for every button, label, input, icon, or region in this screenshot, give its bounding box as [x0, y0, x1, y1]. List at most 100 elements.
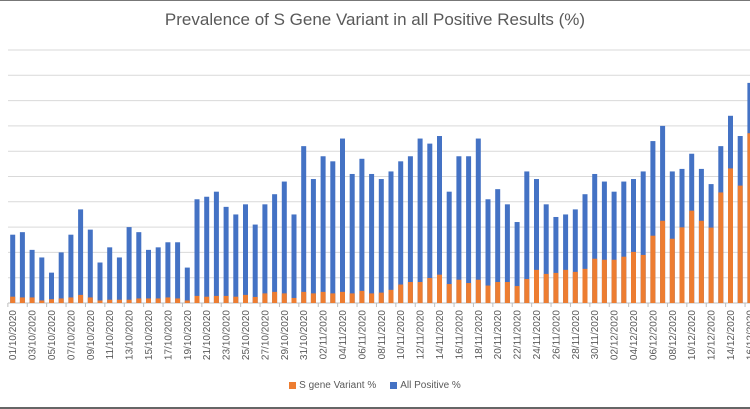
- bar-s-gene-variant: [640, 254, 646, 303]
- bar-s-gene-variant: [407, 282, 413, 303]
- bar-s-gene-variant: [524, 278, 530, 303]
- x-tick-label: 31/10/2020: [299, 310, 310, 360]
- bar-s-gene-variant: [514, 286, 520, 303]
- bar-s-gene-variant: [466, 283, 472, 303]
- bar-all-positive: [204, 196, 210, 303]
- bar-s-gene-variant: [456, 279, 462, 303]
- chart-title: Prevalence of S Gene Variant in all Posi…: [164, 10, 586, 29]
- bar-s-gene-variant: [310, 293, 316, 303]
- bar-s-gene-variant: [621, 256, 627, 303]
- bar-all-positive: [427, 143, 433, 303]
- x-tick-label: 10/12/2020: [687, 310, 698, 360]
- bar-s-gene-variant: [19, 297, 25, 303]
- bar-s-gene-variant: [204, 296, 210, 303]
- bar-all-positive: [97, 262, 103, 303]
- bar-s-gene-variant: [155, 298, 161, 303]
- bar-s-gene-variant: [262, 293, 268, 303]
- bar-s-gene-variant: [320, 291, 326, 303]
- bar-all-positive: [407, 156, 413, 303]
- bar-s-gene-variant: [543, 273, 549, 303]
- bar-all-positive: [68, 234, 74, 303]
- x-tick-label: 04/12/2020: [629, 310, 640, 360]
- bar-all-positive: [184, 267, 190, 303]
- bar-all-positive: [58, 252, 64, 303]
- bar-s-gene-variant: [417, 282, 423, 303]
- bar-s-gene-variant: [281, 293, 287, 303]
- bar-all-positive: [582, 194, 588, 303]
- x-tick-label: 04/11/2020: [338, 310, 349, 360]
- bar-s-gene-variant: [660, 220, 666, 303]
- bar-all-positive: [78, 209, 84, 303]
- bar-s-gene-variant: [349, 293, 355, 303]
- x-tick-label: 30/11/2020: [590, 310, 601, 360]
- bar-all-positive: [514, 222, 520, 303]
- x-tick-label: 27/10/2020: [260, 310, 271, 360]
- bar-all-positive: [650, 141, 656, 303]
- bar-all-positive: [669, 171, 675, 303]
- bar-s-gene-variant: [301, 291, 307, 303]
- bar-all-positive: [87, 229, 93, 303]
- x-tick-label: 17/10/2020: [163, 310, 174, 360]
- bar-s-gene-variant: [563, 269, 569, 303]
- bar-s-gene-variant: [78, 294, 84, 303]
- bar-s-gene-variant: [747, 133, 750, 303]
- bar-s-gene-variant: [728, 168, 733, 303]
- bar-s-gene-variant: [359, 290, 365, 303]
- bar-s-gene-variant: [534, 269, 539, 303]
- x-tick-label: 12/12/2020: [707, 310, 718, 360]
- bar-all-positive: [330, 161, 336, 303]
- x-tick-label: 29/10/2020: [280, 310, 291, 360]
- bar-s-gene-variant: [175, 298, 181, 303]
- bar-s-gene-variant: [184, 300, 190, 303]
- bar-s-gene-variant: [398, 284, 404, 303]
- x-tick-label: 25/10/2020: [241, 310, 252, 360]
- bar-s-gene-variant: [330, 293, 336, 303]
- x-tick-label: 06/12/2020: [648, 310, 659, 360]
- bar-all-positive: [388, 171, 394, 303]
- legend-label: S gene Variant %: [299, 380, 377, 391]
- bar-all-positive: [19, 232, 25, 303]
- bar-all-positive: [456, 156, 462, 303]
- legend-swatch-orange: [289, 382, 297, 389]
- x-tick-label: 20/11/2020: [493, 310, 504, 360]
- x-tick-label: 01/10/2020: [8, 310, 19, 360]
- x-tick-label: 21/10/2020: [202, 310, 213, 360]
- bar-s-gene-variant: [582, 268, 588, 303]
- bar-s-gene-variant: [698, 220, 704, 303]
- bar-s-gene-variant: [126, 299, 132, 303]
- bar-s-gene-variant: [369, 293, 375, 303]
- legend: S gene Variant % All Positive %: [0, 380, 750, 391]
- x-tick-label: 12/11/2020: [416, 310, 427, 360]
- bar-s-gene-variant: [213, 295, 219, 303]
- bar-s-gene-variant: [291, 297, 297, 303]
- bar-all-positive: [495, 189, 501, 303]
- bar-s-gene-variant: [58, 298, 64, 303]
- bar-s-gene-variant: [146, 298, 151, 303]
- bar-all-positive: [398, 161, 404, 303]
- bar-s-gene-variant: [223, 295, 229, 303]
- bar-all-positive: [223, 206, 229, 303]
- x-tick-label: 14/11/2020: [435, 310, 446, 360]
- bar-all-positive: [146, 249, 151, 303]
- bar-s-gene-variant: [437, 274, 442, 303]
- x-tick-label: 05/10/2020: [47, 310, 58, 360]
- bar-s-gene-variant: [611, 259, 617, 303]
- bar-s-gene-variant: [233, 296, 239, 303]
- bar-all-positive: [262, 204, 268, 303]
- bar-s-gene-variant: [427, 277, 433, 303]
- bar-s-gene-variant: [165, 297, 171, 303]
- x-tick-label: 22/11/2020: [513, 310, 524, 360]
- bar-s-gene-variant: [601, 259, 607, 303]
- x-tick-label: 28/11/2020: [571, 310, 582, 360]
- legend-label: All Positive %: [400, 380, 461, 391]
- x-tick-label: 02/11/2020: [319, 310, 330, 360]
- bar-s-gene-variant: [194, 295, 200, 303]
- legend-item-all-positive: All Positive %: [390, 380, 461, 391]
- x-tick-label: 09/10/2020: [86, 310, 97, 360]
- bar-all-positive: [155, 247, 161, 303]
- x-tick-label: 19/10/2020: [183, 310, 194, 360]
- bar-all-positive: [116, 257, 122, 303]
- bar-all-positive: [631, 179, 636, 303]
- bar-all-positive: [640, 171, 646, 303]
